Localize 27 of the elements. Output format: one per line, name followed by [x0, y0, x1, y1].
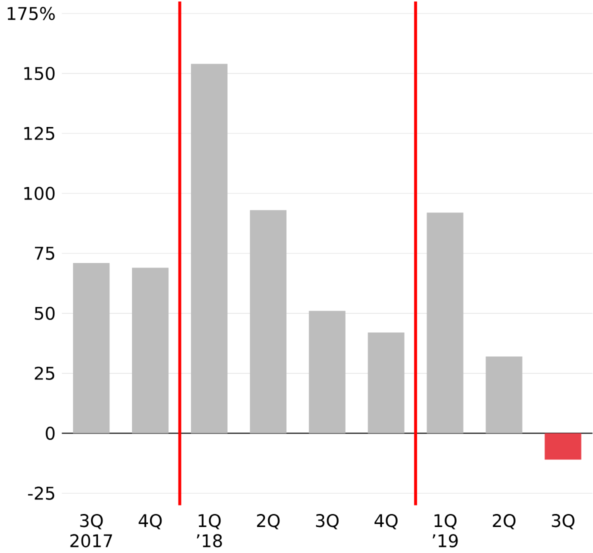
y-tick-label: 25	[34, 366, 54, 380]
x-tick-label: 3Q	[316, 514, 339, 530]
x-tick-label: 3Q 2017	[70, 514, 112, 548]
y-tick-label: 75	[34, 246, 54, 260]
y-tick-label: 125	[24, 126, 54, 140]
y-tick-label: 0	[46, 426, 55, 440]
x-tick-label: 3Q	[552, 514, 574, 530]
y-tick-label: 150	[24, 66, 55, 80]
y-tick-label: 50	[34, 306, 55, 320]
y-tick-label: 100	[24, 186, 55, 200]
x-tick-label: 2Q	[492, 514, 516, 530]
x-tick-label: 4Q	[374, 514, 398, 530]
x-tick-label: 1Q ’18	[196, 514, 222, 548]
y-tick-label: -25	[28, 486, 54, 500]
x-tick-label: 4Q	[138, 514, 162, 530]
bar	[486, 356, 522, 434]
x-tick-label: 1Q ’19	[432, 514, 458, 548]
y-tick-label: 175%	[8, 6, 55, 20]
bar	[250, 210, 286, 434]
bar	[544, 433, 582, 460]
bar	[132, 268, 169, 434]
bar	[73, 262, 110, 434]
bar	[368, 332, 404, 434]
bar	[426, 212, 464, 434]
x-tick-label: 2Q	[257, 514, 280, 530]
bar	[190, 64, 228, 434]
bar	[308, 310, 346, 434]
